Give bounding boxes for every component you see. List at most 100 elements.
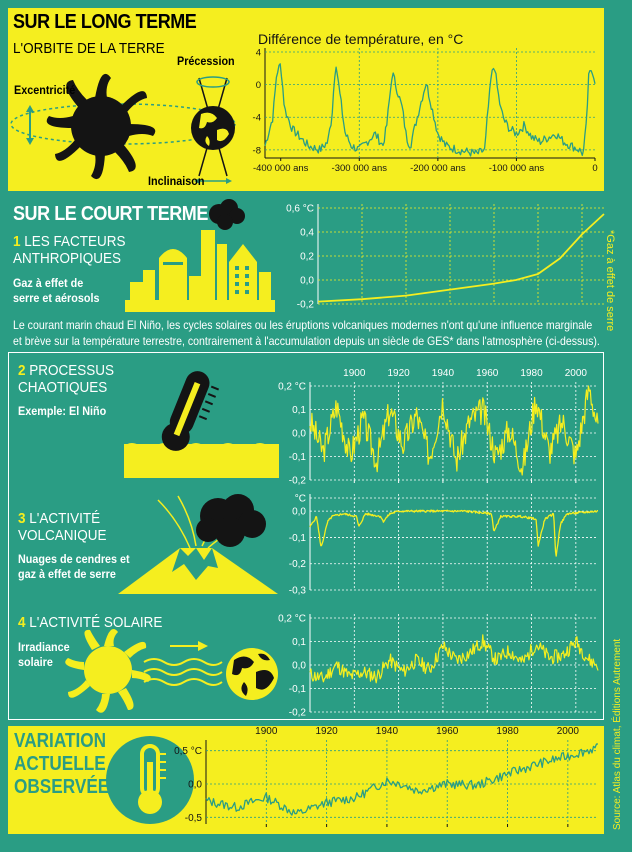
el-nino-series-line bbox=[309, 385, 599, 476]
el-nino-x-tick-label: 1900 bbox=[343, 368, 366, 379]
el-nino-y-tick-label: 0,0 bbox=[292, 429, 306, 440]
panel-short-term-factors bbox=[8, 352, 604, 720]
anthropic-y-tick-label: 0,4 bbox=[300, 228, 314, 239]
observed-y-tick-label: 0,5 °C bbox=[174, 746, 202, 757]
factor4-line1: L'ACTIVITÉ SOLAIRE bbox=[29, 614, 163, 631]
solar-sun-icon bbox=[65, 629, 151, 713]
intro-paragraph-line1: Le courant marin chaud El Niño, les cycl… bbox=[13, 318, 593, 332]
observed-x-tick-label: 1940 bbox=[376, 726, 399, 737]
solar-y-tick-label: -0,1 bbox=[289, 684, 307, 695]
el-nino-x-tick-label: 1960 bbox=[476, 368, 499, 379]
el-nino-y-tick-label: 0,2 °C bbox=[278, 382, 306, 393]
factor3-desc2: gaz à effet de serre bbox=[18, 567, 116, 581]
eccentricity-label: Excentricité bbox=[14, 83, 76, 97]
solar-y-tick-label: 0,1 bbox=[292, 637, 306, 648]
long-term-y-tick-label: 4 bbox=[256, 48, 261, 59]
factor3-line2: VOLCANIQUE bbox=[18, 527, 107, 544]
el-nino-x-tick-label: 1980 bbox=[520, 368, 543, 379]
observed-x-tick-label: 1900 bbox=[255, 726, 278, 737]
orbit-illustration bbox=[10, 73, 236, 184]
observed-title-line1: VARIATION bbox=[14, 730, 107, 752]
factor1-desc2: serre et aérosols bbox=[13, 291, 100, 305]
volcanic-y-tick-label: -0,2 bbox=[289, 559, 307, 570]
long-term-x-tick-label: -400 000 ans bbox=[253, 163, 309, 174]
observed-x-tick-label: 1960 bbox=[436, 726, 459, 737]
earth-globe-icon bbox=[191, 76, 235, 177]
long-term-x-tick-label: -300 000 ans bbox=[332, 163, 388, 174]
section1-subtitle: L'ORBITE DE LA TERRE bbox=[13, 40, 165, 57]
section2-title: SUR LE COURT TERME bbox=[13, 203, 208, 225]
volcanic-y-tick-label: -0,3 bbox=[289, 586, 307, 597]
long-term-x-tick-label: -100 000 ans bbox=[489, 163, 545, 174]
factor2-line2: CHAOTIQUES bbox=[18, 379, 108, 396]
factor2-number: 2 bbox=[18, 362, 26, 379]
anthropic-y-tick-label: 0,2 bbox=[300, 252, 314, 263]
factor1-line2: ANTHROPIQUES bbox=[13, 250, 122, 267]
solar-y-tick-label: 0,2 °C bbox=[278, 614, 306, 625]
sun-icon bbox=[46, 73, 156, 180]
inclination-label: Inclinaison bbox=[148, 174, 205, 188]
volcano-icon bbox=[118, 494, 278, 594]
el-nino-x-tick-label: 1940 bbox=[432, 368, 455, 379]
volcanic-y-tick-label: -0,1 bbox=[289, 533, 307, 544]
sun-rays-to-earth-icon bbox=[65, 629, 278, 713]
factor1-heading: 1 LES FACTEURS ANTHROPIQUES bbox=[13, 233, 138, 267]
factor4-desc1: Irradiance bbox=[18, 640, 70, 654]
el-nino-y-tick-label: -0,2 bbox=[289, 476, 307, 487]
observed-title-line2: ACTUELLE bbox=[14, 753, 106, 775]
observed-x-tick-label: 2000 bbox=[557, 726, 580, 737]
factor4-heading: 4 L'ACTIVITÉ SOLAIRE bbox=[18, 614, 178, 631]
factor2-heading: 2 PROCESSUS CHAOTIQUES bbox=[18, 362, 125, 396]
source-credit: Source: Atlas du climat, Éditions Autrem… bbox=[612, 638, 623, 830]
observed-title-line3: OBSERVÉE bbox=[14, 776, 110, 798]
precession-label: Précession bbox=[177, 54, 235, 68]
anthropic-y-tick-label: -0,2 bbox=[297, 300, 315, 311]
observed-x-tick-label: 1980 bbox=[496, 726, 519, 737]
volcanic-y-tick-label: °C bbox=[295, 494, 306, 505]
ash-cloud-icon bbox=[196, 494, 266, 547]
solar-y-tick-label: -0,2 bbox=[289, 708, 307, 719]
observed-series-line bbox=[205, 743, 598, 816]
anthropic-y-tick-label: 0,0 bbox=[300, 276, 314, 287]
factor3-number: 3 bbox=[18, 510, 26, 527]
long-term-x-tick-label: 0 bbox=[592, 163, 597, 174]
solar-y-tick-label: 0,0 bbox=[292, 661, 306, 672]
factor3-line1: L'ACTIVITÉ bbox=[29, 510, 101, 527]
factor1-line1: LES FACTEURS bbox=[24, 233, 126, 250]
solar-series-line bbox=[309, 634, 599, 684]
section1-title: SUR LE LONG TERME bbox=[13, 11, 197, 33]
long-term-y-tick-label: 0 bbox=[256, 80, 261, 91]
factor2-line1: PROCESSUS bbox=[29, 362, 115, 379]
long-term-series-line bbox=[264, 63, 596, 157]
observed-title: VARIATION ACTUELLE OBSERVÉE bbox=[14, 730, 109, 799]
long-term-y-tick-label: -8 bbox=[253, 145, 261, 156]
factor3-heading: 3 L'ACTIVITÉ VOLCANIQUE bbox=[18, 510, 116, 544]
factor1-number: 1 bbox=[13, 233, 21, 250]
el-nino-y-tick-label: 0,1 bbox=[292, 405, 306, 416]
el-nino-y-tick-label: -0,1 bbox=[289, 452, 307, 463]
el-nino-x-tick-label: 1920 bbox=[387, 368, 410, 379]
long-term-chart-title: Différence de température, en °C bbox=[258, 31, 463, 47]
factor4-desc2: solaire bbox=[18, 655, 53, 669]
el-nino-x-tick-label: 2000 bbox=[565, 368, 588, 379]
volcanic-y-tick-label: 0,0 bbox=[292, 507, 306, 518]
long-term-x-tick-label: -200 000 ans bbox=[410, 163, 466, 174]
thermometer-in-water-icon bbox=[124, 371, 279, 478]
factor2-desc: Exemple: El Niño bbox=[18, 404, 107, 418]
factor4-number: 4 bbox=[18, 614, 26, 631]
long-term-y-tick-label: -4 bbox=[253, 113, 261, 124]
anthropic-series-line bbox=[317, 213, 605, 303]
volcanic-series-line bbox=[309, 509, 599, 557]
observed-y-tick-label: 0,0 bbox=[188, 780, 202, 791]
factor1-desc1: Gaz à effet de bbox=[13, 276, 84, 290]
smoke-cloud-icon bbox=[209, 199, 245, 230]
intro-paragraph-line2: et brève sur la température terrestre, c… bbox=[13, 334, 600, 348]
observed-y-tick-label: -0,5 bbox=[185, 813, 203, 824]
observed-x-tick-label: 1920 bbox=[315, 726, 338, 737]
